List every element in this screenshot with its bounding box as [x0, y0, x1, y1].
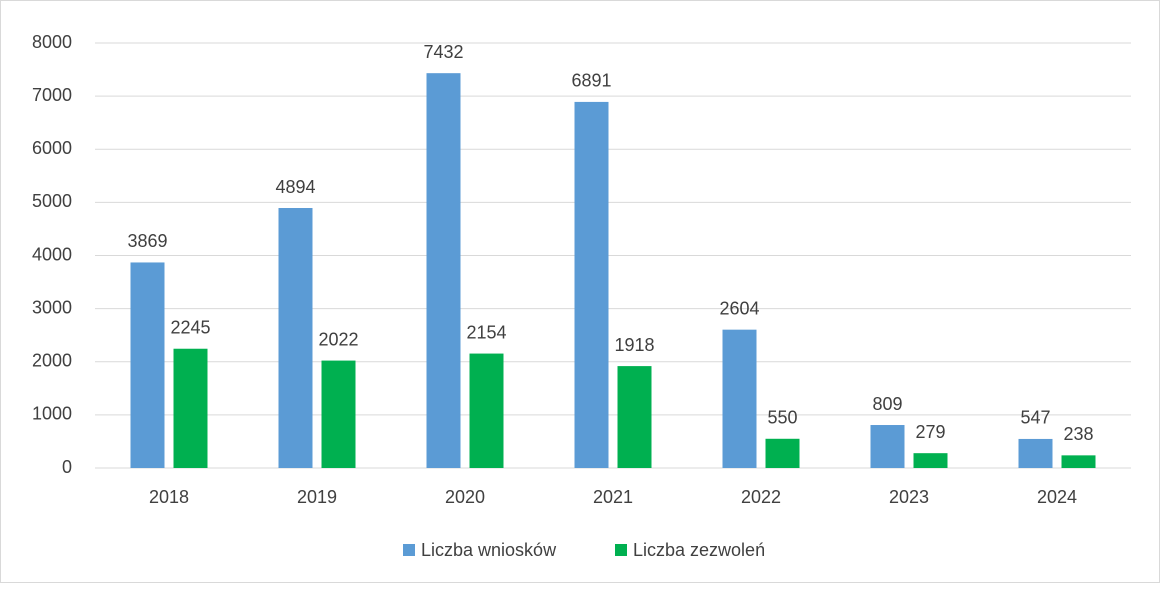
bar [173, 348, 208, 468]
data-label: 2245 [170, 317, 210, 337]
bar [130, 262, 165, 468]
legend-swatch [403, 544, 415, 556]
data-label: 547 [1020, 408, 1050, 428]
data-label: 6891 [571, 71, 611, 91]
bar [617, 366, 652, 468]
y-tick-label: 2000 [32, 351, 72, 371]
y-tick-label: 1000 [32, 404, 72, 424]
y-tick-label: 0 [62, 457, 72, 477]
x-tick-label: 2020 [445, 487, 485, 507]
data-label: 1918 [614, 335, 654, 355]
legend-label: Liczba zezwoleń [633, 540, 765, 560]
y-tick-label: 6000 [32, 138, 72, 158]
bar [765, 438, 800, 468]
bar [722, 329, 757, 468]
x-tick-label: 2021 [593, 487, 633, 507]
bar [469, 353, 504, 468]
y-tick-label: 4000 [32, 244, 72, 264]
data-label: 238 [1063, 424, 1093, 444]
x-tick-label: 2024 [1037, 487, 1077, 507]
bar [1061, 455, 1096, 468]
x-tick-label: 2019 [297, 487, 337, 507]
data-label: 2154 [466, 322, 506, 342]
x-tick-label: 2022 [741, 487, 781, 507]
legend-swatch [615, 544, 627, 556]
data-label: 2022 [318, 329, 358, 349]
data-label: 3869 [127, 231, 167, 251]
y-tick-label: 7000 [32, 85, 72, 105]
y-tick-label: 3000 [32, 297, 72, 317]
legend-label: Liczba wniosków [421, 540, 557, 560]
data-label: 809 [872, 394, 902, 414]
bar [426, 73, 461, 469]
data-label: 7432 [423, 42, 463, 62]
data-label: 550 [767, 408, 797, 428]
data-label: 279 [915, 422, 945, 442]
bar [870, 425, 905, 468]
data-label: 2604 [719, 298, 759, 318]
y-tick-label: 8000 [32, 32, 72, 52]
bar [1018, 438, 1053, 468]
bar [574, 101, 609, 469]
x-tick-label: 2018 [149, 487, 189, 507]
bar [913, 453, 948, 468]
data-label: 4894 [275, 177, 315, 197]
y-tick-label: 5000 [32, 191, 72, 211]
bar [321, 360, 356, 468]
bar [278, 208, 313, 468]
x-tick-label: 2023 [889, 487, 929, 507]
